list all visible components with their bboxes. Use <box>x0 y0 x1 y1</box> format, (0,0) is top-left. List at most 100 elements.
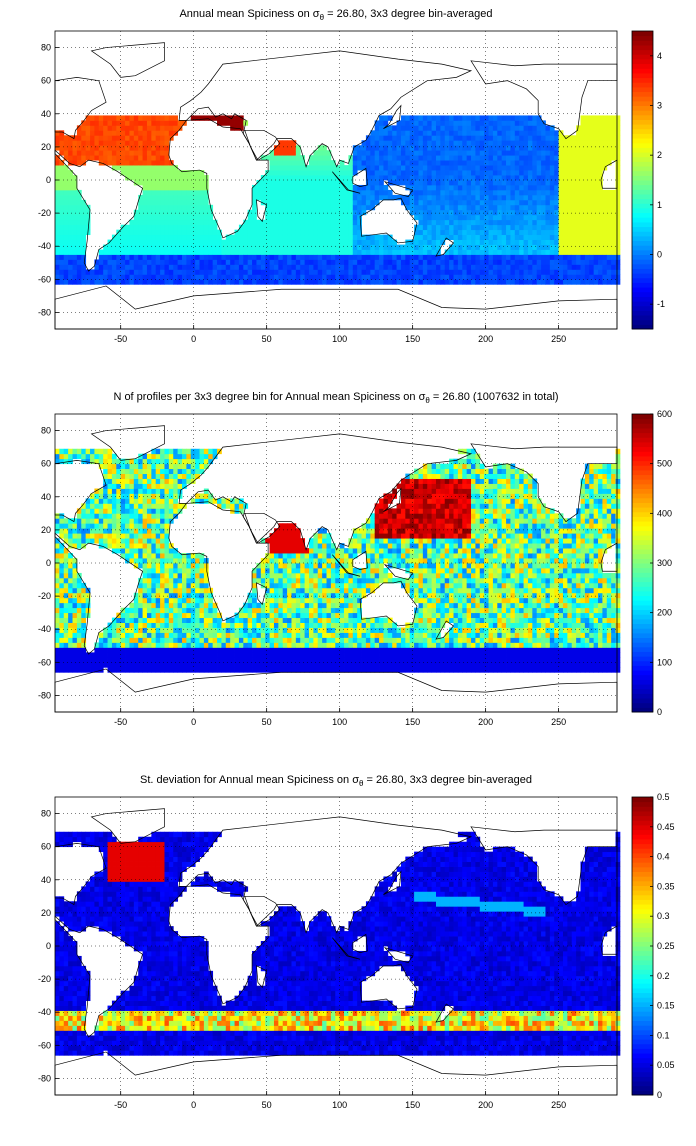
heatmap-cell <box>274 210 279 215</box>
heatmap-cell <box>99 264 104 269</box>
heatmap-cell <box>256 264 261 269</box>
heatmap-cell <box>138 145 143 150</box>
heatmap-cell <box>77 135 82 140</box>
heatmap-cell <box>401 274 406 279</box>
colorbar-segment <box>632 217 653 222</box>
heatmap-cell <box>576 145 581 150</box>
heatmap-cell <box>235 503 240 508</box>
heatmap-cell <box>467 115 472 120</box>
heatmap-cell <box>388 115 393 120</box>
heatmap-cell <box>204 493 209 498</box>
heatmap-cell <box>471 259 476 264</box>
heatmap-cell <box>160 130 165 135</box>
heatmap-cell <box>327 264 332 269</box>
heatmap-cell <box>313 180 318 185</box>
heatmap-cell <box>217 647 222 652</box>
heatmap-cell <box>173 205 178 210</box>
heatmap-cell <box>169 130 174 135</box>
heatmap-cell <box>445 170 450 175</box>
colorbar-segment <box>632 208 653 213</box>
heatmap-cell <box>515 264 520 269</box>
colorbar-tick-label: -1 <box>657 299 665 309</box>
heatmap-cell <box>576 150 581 155</box>
heatmap-cell <box>436 170 441 175</box>
heatmap-cell <box>401 130 406 135</box>
heatmap-cell <box>226 667 231 672</box>
heatmap-cell <box>471 175 476 180</box>
heatmap-cell <box>121 250 126 255</box>
heatmap-cell <box>265 279 270 284</box>
heatmap-cell <box>230 245 235 250</box>
heatmap-cell <box>55 130 60 135</box>
heatmap-cell <box>283 165 288 170</box>
heatmap-cell <box>458 150 463 155</box>
heatmap-cell <box>383 170 388 175</box>
heatmap-cell <box>208 628 213 633</box>
heatmap-cell <box>108 538 113 543</box>
heatmap-cell <box>458 120 463 125</box>
heatmap-cell <box>94 662 99 667</box>
heatmap-cell <box>585 190 590 195</box>
heatmap-cell <box>178 484 183 489</box>
heatmap-cell <box>541 235 546 240</box>
heatmap-cell <box>397 180 402 185</box>
heatmap-cell <box>462 225 467 230</box>
heatmap-cell <box>186 647 191 652</box>
heatmap-cell <box>221 279 226 284</box>
x-tick-label: 250 <box>551 334 566 344</box>
heatmap-cell <box>454 220 459 225</box>
heatmap-cell <box>484 170 489 175</box>
heatmap-cell <box>550 135 555 140</box>
heatmap-cell <box>475 130 480 135</box>
heatmap-cell <box>125 484 130 489</box>
heatmap-cell <box>335 235 340 240</box>
heatmap-cell <box>164 150 169 155</box>
heatmap-cell <box>59 185 64 190</box>
heatmap-cell <box>401 135 406 140</box>
heatmap-cell <box>186 464 191 469</box>
heatmap-cell <box>528 205 533 210</box>
heatmap-cell <box>173 657 178 662</box>
x-tick-label: 50 <box>262 334 272 344</box>
heatmap-cell <box>331 195 336 200</box>
heatmap-cell <box>116 479 121 484</box>
heatmap-cell <box>340 279 345 284</box>
heatmap-cell <box>598 269 603 274</box>
heatmap-cell <box>108 155 113 160</box>
heatmap-cell <box>366 190 371 195</box>
heatmap-cell <box>64 603 69 608</box>
heatmap-cell <box>545 255 550 260</box>
heatmap-cell <box>55 543 60 548</box>
heatmap-cell <box>581 230 586 235</box>
heatmap-cell <box>55 633 60 638</box>
heatmap-cell <box>204 628 209 633</box>
heatmap-cell <box>160 245 165 250</box>
heatmap-cell <box>129 613 134 618</box>
y-tick-label: -60 <box>38 274 51 284</box>
heatmap-cell <box>445 120 450 125</box>
heatmap-cell <box>274 274 279 279</box>
heatmap-cell <box>169 449 174 454</box>
heatmap-cell <box>195 459 200 464</box>
heatmap-cell <box>191 623 196 628</box>
heatmap-cell <box>191 469 196 474</box>
heatmap-cell <box>559 269 564 274</box>
heatmap-cell <box>458 240 463 245</box>
colorbar-segment <box>632 157 653 162</box>
heatmap-cell <box>226 652 231 657</box>
heatmap-cell <box>164 563 169 568</box>
heatmap-cell <box>121 259 126 264</box>
heatmap-cell <box>300 264 305 269</box>
heatmap-cell <box>147 553 152 558</box>
heatmap-cell <box>370 245 375 250</box>
heatmap-cell <box>195 464 200 469</box>
heatmap-cell <box>191 608 196 613</box>
heatmap-cell <box>64 230 69 235</box>
heatmap-cell <box>537 140 542 145</box>
heatmap-cell <box>291 170 296 175</box>
heatmap-cell <box>116 484 121 489</box>
heatmap-cell <box>563 175 568 180</box>
heatmap-cell <box>99 449 104 454</box>
heatmap-cell <box>436 160 441 165</box>
